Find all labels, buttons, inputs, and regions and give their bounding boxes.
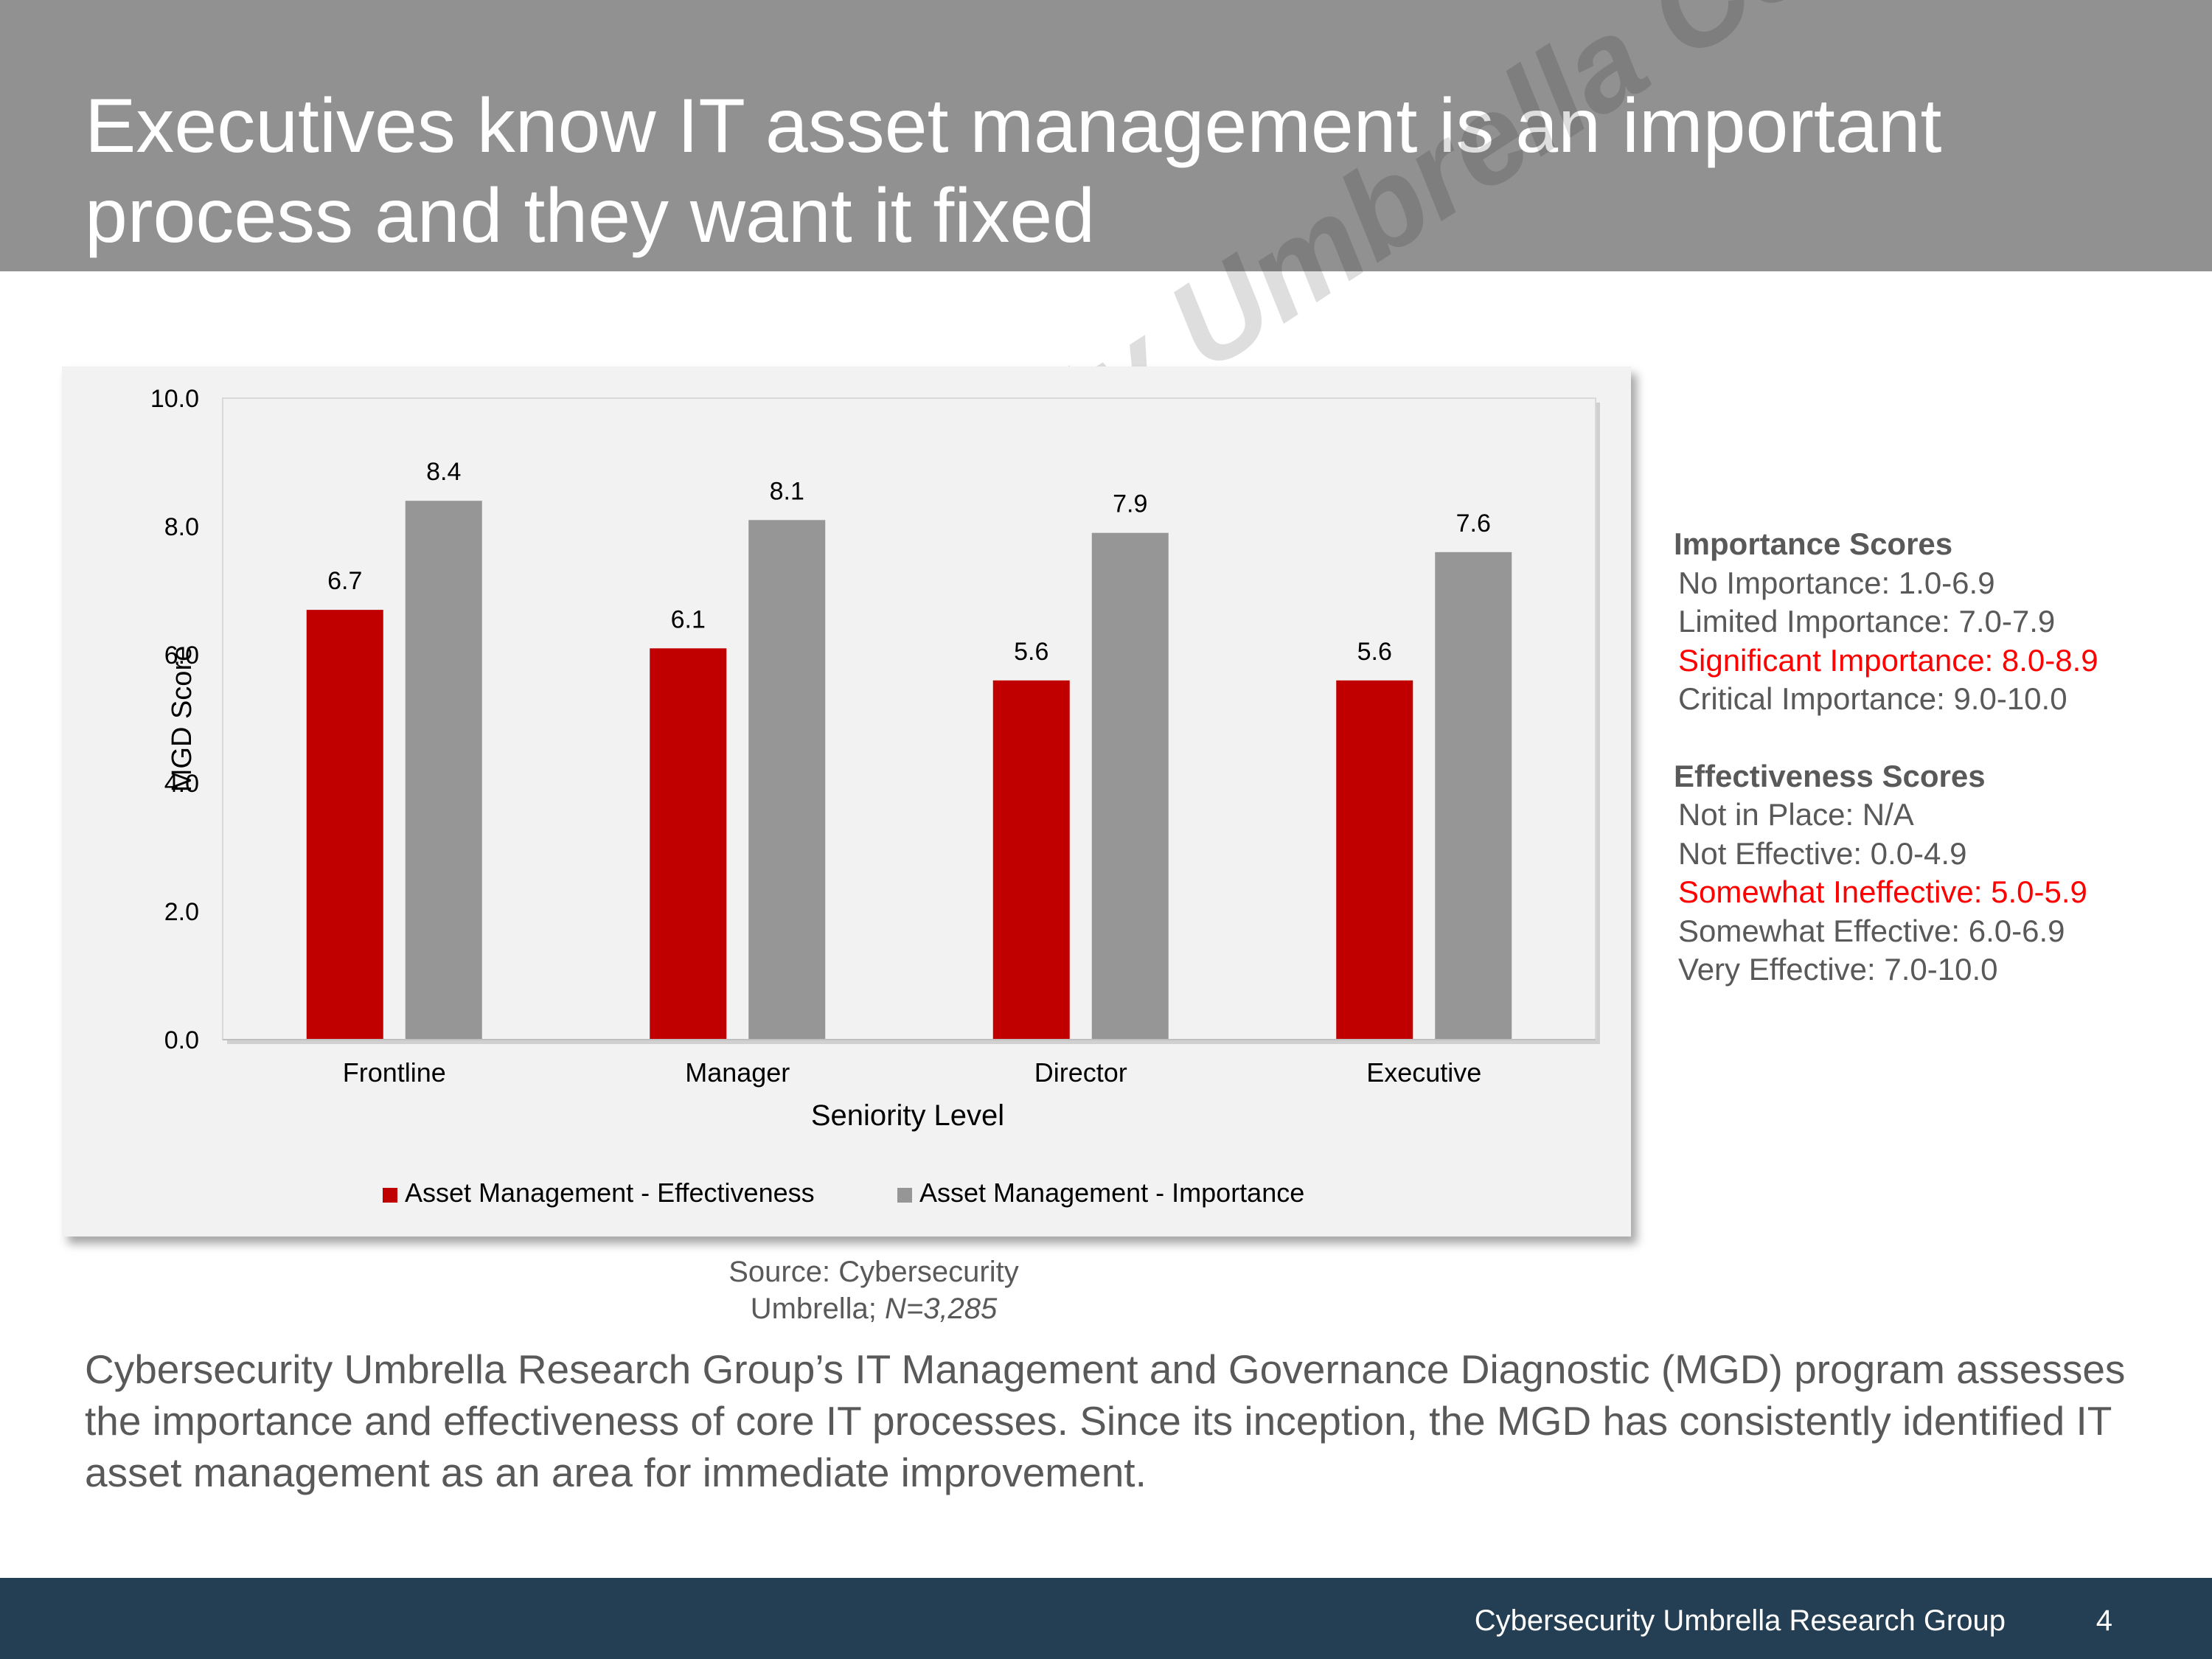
importance-scores-list: No Importance: 1.0-6.9 Limited Importance… <box>1674 564 2205 719</box>
data-label: 8.4 <box>426 458 461 486</box>
bar <box>1336 680 1413 1040</box>
data-label: 7.6 <box>1456 509 1491 538</box>
effectiveness-score-item: Not in Place: N/A <box>1678 797 1914 832</box>
title-bar: Executives know IT asset management is a… <box>0 0 2212 271</box>
legend-swatch <box>383 1188 397 1203</box>
data-label: 7.9 <box>1113 490 1147 518</box>
importance-score-item: No Importance: 1.0-6.9 <box>1678 565 1995 600</box>
bar <box>1091 532 1169 1040</box>
effectiveness-score-item: Somewhat Effective: 6.0-6.9 <box>1678 913 2065 948</box>
data-label: 5.6 <box>1014 638 1048 666</box>
bar <box>405 501 482 1040</box>
importance-scores-heading: Importance Scores <box>1674 526 1953 561</box>
slide-title: Executives know IT asset management is a… <box>85 83 1942 259</box>
importance-score-item: Limited Importance: 7.0-7.9 <box>1678 604 2056 639</box>
bar <box>1435 552 1512 1040</box>
y-tick-label: 8.0 <box>164 513 199 541</box>
bar <box>650 648 727 1040</box>
effectiveness-scores-list: Not in Place: N/A Not Effective: 0.0-4.9 S… <box>1674 796 2205 990</box>
effectiveness-score-item: Somewhat Ineffective: 5.0-5.9 <box>1678 874 2087 909</box>
data-label: 6.1 <box>671 605 706 633</box>
effectiveness-score-item: Not Effective: 0.0-4.9 <box>1678 835 1967 871</box>
legend-label: Asset Management - Importance <box>919 1178 1304 1208</box>
data-label: 6.7 <box>327 567 362 595</box>
x-tick-label: Manager <box>685 1057 790 1088</box>
bar <box>306 610 383 1040</box>
chart-panel: 0.0 2.0 4.0 6.0 8.0 10.0 MGD Score 6.7 8.4 Frontl… <box>62 366 1631 1237</box>
y-tick-label: 6.0 <box>164 641 199 669</box>
bar <box>992 680 1070 1040</box>
y-axis-title: MGD Score <box>167 646 198 792</box>
y-tick-label: 10.0 <box>150 385 199 413</box>
body-paragraph: Cybersecurity Umbrella Research Group’s … <box>85 1346 2126 1495</box>
effectiveness-score-item: Very Effective: 7.0-10.0 <box>1678 952 1998 987</box>
y-tick-label: 0.0 <box>164 1026 199 1054</box>
x-tick-label: Executive <box>1366 1057 1481 1088</box>
legend-swatch <box>897 1188 912 1203</box>
footer-bar: Cybersecurity Umbrella Research Group 4 <box>0 1578 2212 1659</box>
footer-org-name: Cybersecurity Umbrella Research Group <box>1474 1604 2006 1637</box>
bar-chart: 0.0 2.0 4.0 6.0 8.0 10.0 MGD Score 6.7 8.4 Frontl… <box>150 385 1600 1208</box>
x-axis-title: Seniority Level <box>811 1099 1004 1132</box>
effectiveness-scores-heading: Effectiveness Scores <box>1674 758 1986 793</box>
bar <box>748 520 826 1040</box>
score-legend-panel: Importance Scores No Importance: 1.0-6.9… <box>1674 525 2205 990</box>
source-note: Source: Cybersecurity Umbrella; N=3,285 <box>664 1253 1084 1327</box>
legend-label: Asset Management - Effectiveness <box>405 1178 815 1208</box>
importance-score-item: Critical Importance: 9.0-10.0 <box>1678 681 2067 716</box>
x-tick-label: Director <box>1034 1057 1127 1088</box>
source-text: Source: Cybersecurity Umbrella; <box>728 1256 1019 1325</box>
data-label: 5.6 <box>1357 638 1392 666</box>
data-label: 8.1 <box>770 477 804 505</box>
y-tick-label: 2.0 <box>164 898 199 926</box>
y-tick-label: 4.0 <box>164 770 199 798</box>
sample-size: N=3,285 <box>884 1293 998 1325</box>
page-number: 4 <box>2096 1604 2112 1637</box>
x-tick-label: Frontline <box>343 1057 446 1088</box>
importance-score-item: Significant Importance: 8.0-8.9 <box>1678 642 2098 678</box>
